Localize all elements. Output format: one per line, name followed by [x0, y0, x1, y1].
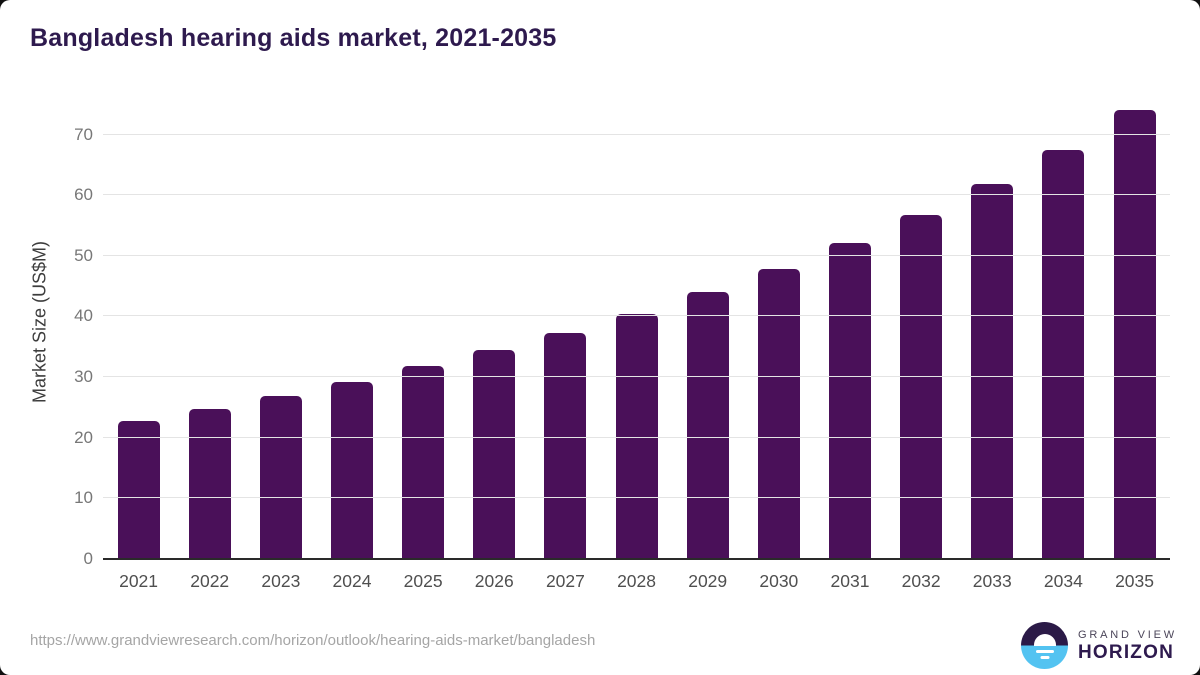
bar-slot-2032 — [886, 100, 957, 559]
gridline-60 — [103, 194, 1170, 196]
x-axis-line — [103, 558, 1170, 560]
x-tick-label-2022: 2022 — [190, 571, 230, 591]
y-tick-label-60: 60 — [74, 185, 93, 205]
x-tick-label-2033: 2033 — [972, 571, 1012, 591]
x-tick-label-2035: 2035 — [1115, 571, 1154, 591]
source-url: https://www.grandviewresearch.com/horizo… — [30, 632, 596, 649]
sun-reflection-bar — [1040, 655, 1049, 659]
logo-text: GRAND VIEW HORIZON — [1078, 629, 1177, 663]
bar-2026 — [473, 349, 516, 559]
bar-slot-2033 — [957, 100, 1028, 559]
x-tick-label-2028: 2028 — [617, 571, 657, 591]
x-tick-label-2034: 2034 — [1043, 571, 1083, 591]
x-tick-label-2023: 2023 — [261, 571, 301, 591]
bar-slot-2035 — [1099, 100, 1170, 559]
bar-slot-2025 — [388, 100, 459, 559]
bar-slot-2028 — [601, 100, 672, 559]
horizon-sun-icon — [1021, 622, 1068, 669]
bar-slot-2029 — [672, 100, 743, 559]
sun-dome-shape — [1033, 633, 1056, 646]
logo-grand-view-label: GRAND VIEW — [1078, 628, 1177, 641]
grand-view-horizon-logo: GRAND VIEW HORIZON — [1021, 622, 1177, 669]
bar-slot-2022 — [174, 100, 245, 559]
bar-2028 — [615, 314, 658, 559]
bar-2022 — [188, 409, 231, 559]
bar-slot-2026 — [459, 100, 530, 559]
x-tick-label-2030: 2030 — [759, 571, 799, 591]
bar-2034 — [1042, 149, 1085, 559]
bar-slot-2027 — [530, 100, 601, 559]
bar-2023 — [259, 395, 302, 559]
x-tick-label-2031: 2031 — [830, 571, 870, 591]
x-tick-label-2026: 2026 — [474, 571, 514, 591]
y-tick-label-70: 70 — [74, 124, 93, 144]
x-tick-label-2024: 2024 — [332, 571, 372, 591]
bar-2032 — [900, 214, 943, 559]
x-tick-label-2029: 2029 — [688, 571, 728, 591]
bar-2024 — [330, 381, 373, 559]
bar-2027 — [544, 332, 587, 559]
gridline-50 — [103, 254, 1170, 256]
y-tick-label-20: 20 — [74, 427, 93, 447]
y-tick-label-0: 0 — [83, 549, 93, 568]
y-tick-label-10: 10 — [74, 488, 93, 508]
y-tick-label-40: 40 — [74, 306, 93, 326]
x-tick-label-2021: 2021 — [119, 571, 159, 591]
bar-slot-2034 — [1028, 100, 1099, 559]
bar-2031 — [828, 242, 871, 559]
x-tick-label-2032: 2032 — [901, 571, 941, 591]
bar-2033 — [971, 183, 1014, 559]
sun-reflection-bar — [1035, 649, 1054, 653]
gridline-10 — [103, 497, 1170, 499]
chart-title: Bangladesh hearing aids market, 2021-203… — [30, 24, 557, 52]
bar-2021 — [117, 421, 160, 559]
bar-slot-2030 — [743, 100, 814, 559]
logo-horizon-label: HORIZON — [1078, 641, 1175, 663]
bar-2029 — [686, 291, 729, 559]
bar-slot-2024 — [316, 100, 387, 559]
bar-series — [103, 100, 1170, 559]
y-tick-label-30: 30 — [74, 367, 93, 387]
plot-area: 2021 2022 2023 2024 2025 2026 2027 2028 2029 2030… — [74, 100, 1170, 591]
x-tick-label-2025: 2025 — [403, 571, 443, 591]
bar-2030 — [757, 268, 800, 559]
bar-slot-2023 — [245, 100, 316, 559]
bar-slot-2031 — [814, 100, 885, 559]
bar-2035 — [1113, 110, 1156, 559]
bar-2025 — [402, 366, 445, 559]
gridline-40 — [103, 315, 1170, 317]
y-tick-label-50: 50 — [74, 245, 93, 265]
gridline-20 — [103, 436, 1170, 438]
bar-slot-2021 — [103, 100, 174, 559]
gridline-30 — [103, 376, 1170, 378]
x-tick-label-2027: 2027 — [545, 571, 585, 591]
x-axis-labels: 2021 2022 2023 2024 2025 2026 2027 2028 2029 2030… — [103, 571, 1170, 592]
gridline-70 — [103, 133, 1170, 135]
